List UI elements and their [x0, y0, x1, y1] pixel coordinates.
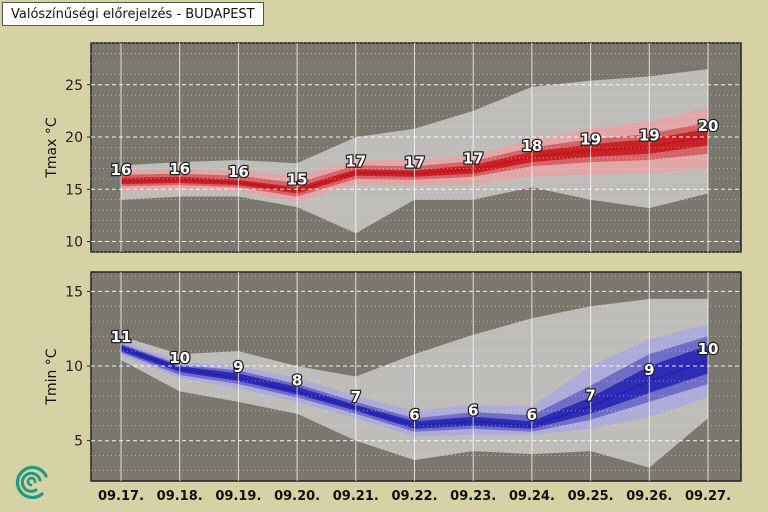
- logo-swirl-inner: [26, 476, 37, 487]
- tmin-value-label: 10: [698, 340, 719, 358]
- date-label: 09.25.: [568, 489, 614, 504]
- date-label: 09.18.: [157, 489, 203, 504]
- date-label: 09.27.: [685, 489, 731, 504]
- tmax-band-wide: [121, 107, 708, 202]
- tmax-ytick-label: 15: [65, 182, 83, 198]
- date-label: 09.21.: [333, 489, 379, 504]
- tmax-ytick-label: 25: [65, 78, 83, 94]
- tmax-ytick-label: 10: [65, 235, 83, 251]
- logo-swirl-outer: [15, 465, 48, 499]
- tmax-value-label: 16: [111, 161, 132, 179]
- tmin-ytick-label: 15: [65, 284, 83, 300]
- tmax-value-label: 19: [580, 131, 601, 149]
- logo-swirl-middle: [20, 471, 42, 493]
- tmax-value-label: 20: [698, 117, 719, 135]
- tmin-value-label: 9: [233, 358, 243, 376]
- swirl-logo-icon: [15, 465, 48, 499]
- date-label: 09.24.: [509, 489, 555, 504]
- tmax-value-label: 15: [287, 170, 308, 188]
- tmin-ytick-label: 10: [65, 359, 83, 375]
- tmax-value-label: 18: [521, 137, 542, 155]
- tmin-value-label: 10: [169, 349, 190, 367]
- tmax-value-label: 17: [404, 154, 425, 172]
- date-label: 09.17.: [98, 489, 144, 504]
- tmax-panel: 10 15 20 25 Tmax °C 16 16 16 15 17 17 17 18 19 19 20: [44, 42, 742, 253]
- date-label: 09.22.: [391, 489, 437, 504]
- tmin-value-label: 7: [351, 388, 361, 406]
- tmin-value-label: 6: [527, 406, 537, 424]
- tmin-ylabel: Tmin °C: [44, 348, 60, 405]
- tmin-ytick-label: 5: [74, 434, 83, 450]
- tmax-value-label: 16: [169, 160, 190, 178]
- chart-title: Valószínűségi előrejelzés - BUDAPEST: [2, 2, 264, 26]
- date-label: 09.23.: [450, 489, 496, 504]
- tmax-value-label: 17: [345, 153, 366, 171]
- tmin-band-wide: [121, 324, 708, 437]
- date-label: 09.19.: [215, 489, 261, 504]
- tmin-value-label: 6: [468, 401, 478, 419]
- tmin-value-label: 8: [292, 371, 302, 389]
- tmax-ytick-label: 20: [65, 130, 83, 146]
- tmin-value-label: 7: [585, 386, 595, 404]
- tmin-value-label: 9: [644, 361, 654, 379]
- tmax-value-label: 17: [463, 149, 484, 167]
- tmin-panel: 5 10 15 Tmin °C 11 10 9 8 7 6 6 6 7 9 10 09.17. 09.18. 09…: [44, 271, 742, 504]
- tmax-value-label: 16: [228, 163, 249, 181]
- tmax-value-label: 19: [639, 126, 660, 144]
- tmin-value-label: 11: [111, 328, 132, 346]
- date-label: 09.26.: [626, 489, 672, 504]
- date-label: 09.20.: [274, 489, 320, 504]
- tmax-ylabel: Tmax °C: [44, 117, 60, 179]
- tmin-value-label: 6: [409, 406, 419, 424]
- tmin-band-mid: [121, 336, 708, 432]
